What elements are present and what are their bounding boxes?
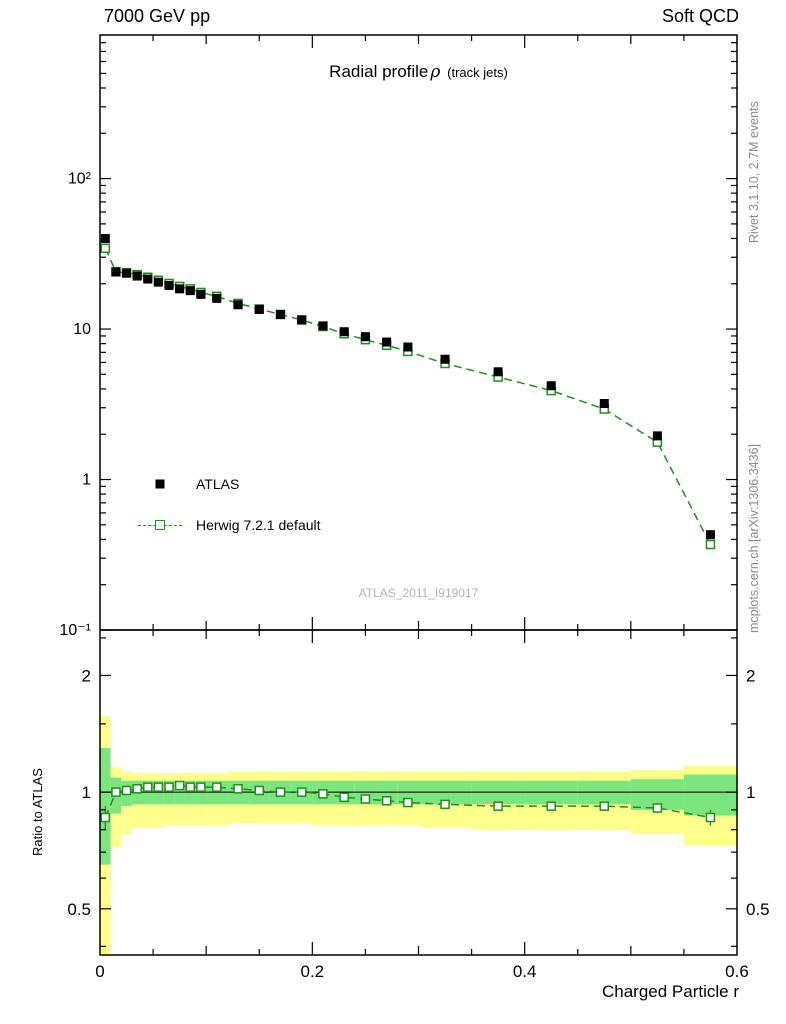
legend-label-herwig: Herwig 7.2.1 default [196,517,321,533]
svg-text:2: 2 [746,666,755,685]
svg-text:0.4: 0.4 [513,962,537,981]
beam-header: 7000 GeV pp [104,6,211,26]
legend-label-atlas: ATLAS [196,476,240,492]
svg-text:10²: 10² [68,171,92,188]
svg-text:1: 1 [82,783,91,802]
svg-text:0.6: 0.6 [725,962,749,981]
analysis-watermark: ATLAS_2011_I919017 [358,586,479,600]
process-header: Soft QCD [661,6,739,26]
svg-text:2: 2 [82,666,91,685]
svg-text:0: 0 [95,962,104,981]
herwig-marker-icon [138,519,182,531]
svg-text:10: 10 [73,321,91,338]
svg-text:10⁻¹: 10⁻¹ [59,622,91,639]
atlas-marker-icon [138,478,182,490]
legend-item-atlas: ATLAS [138,476,321,492]
svg-text:0.5: 0.5 [67,900,91,919]
plot-title-main: Radial profile [329,62,429,81]
legend: ATLAS Herwig 7.2.1 default [138,476,321,533]
legend-item-herwig: Herwig 7.2.1 default [138,517,321,533]
rivet-version-note: Rivet 3.1.10, 2.7M events [747,101,761,243]
svg-text:0.2: 0.2 [301,962,325,981]
svg-text:0.5: 0.5 [746,900,770,919]
svg-text:1: 1 [82,472,91,489]
x-axis-label: Charged Particle r [601,982,739,1001]
rho-symbol: ρ [430,62,441,82]
svg-text:1: 1 [746,783,755,802]
plot-title-sub: (track jets) [447,65,508,80]
mcplots-arxiv-note: mcplots.cern.ch [arXiv:1306.3436] [747,444,761,633]
plot-title: Radial profile ρ (track jets) [100,62,737,82]
ratio-axis-label: Ratio to ATLAS [30,768,45,856]
